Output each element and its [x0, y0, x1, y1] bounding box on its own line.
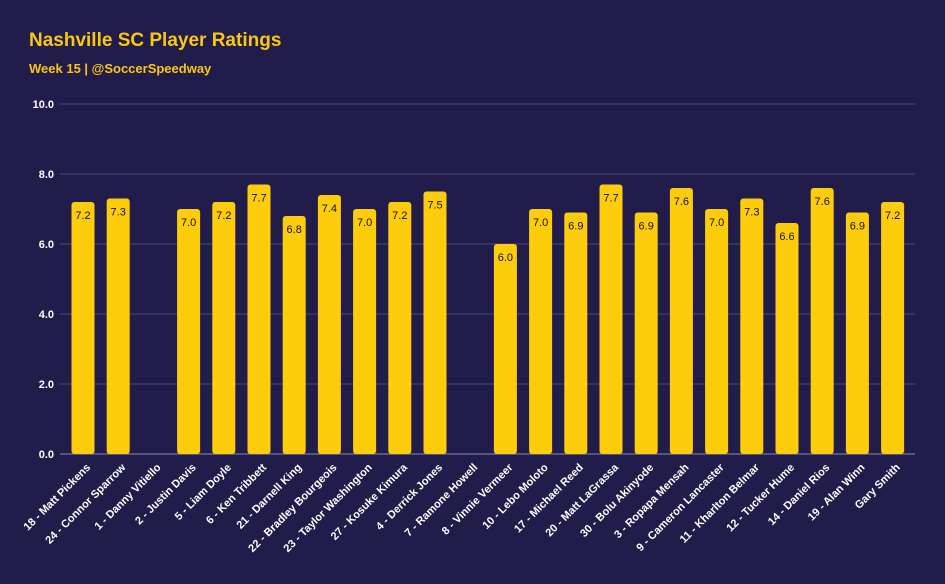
data-label: 7.2 — [392, 210, 407, 222]
chart-title: Nashville SC Player Ratings — [29, 30, 282, 51]
x-tick-label: 10 - Lebo Moloto — [480, 461, 550, 531]
y-tick-label: 10.0 — [33, 99, 54, 111]
bar — [212, 202, 236, 454]
data-label: 6.8 — [287, 224, 302, 236]
data-label: 7.6 — [674, 196, 689, 208]
grid-layer: 0.0 2.0 4.0 6.0 8.0 10.0 — [33, 99, 915, 461]
bar — [423, 191, 447, 454]
data-label: 7.2 — [216, 210, 231, 222]
bar — [71, 202, 95, 454]
x-tick-label: 2 - Justin Davis — [133, 462, 199, 528]
bar — [282, 216, 306, 454]
data-label: 7.7 — [603, 193, 618, 205]
bar — [247, 184, 271, 454]
x-tick-label: 4 - Derrick Jones — [374, 462, 445, 533]
data-label: 7.3 — [744, 207, 759, 219]
data-label: 6.0 — [498, 252, 513, 264]
data-label: 7.0 — [357, 217, 372, 229]
x-tick-label: 18 - Matt Pickens — [22, 462, 94, 534]
bar — [669, 188, 693, 454]
bar — [775, 223, 799, 454]
bar-layer — [71, 184, 905, 454]
x-tick-label: 21 - Darnell King — [234, 462, 304, 532]
chart-subtitle: Week 15 | @SoccerSpeedway — [29, 61, 212, 76]
bar — [740, 198, 764, 454]
data-label: 7.3 — [111, 207, 126, 219]
x-tick-label: 1 - Danny Vitiello — [93, 461, 164, 532]
y-tick-label: 8.0 — [39, 169, 54, 181]
y-tick-label: 6.0 — [39, 239, 54, 251]
data-label-layer: 7.2 7.3 7.0 7.2 7.7 6.8 7.4 7.0 7.2 7.5 6.0 7.0 6.9 7… — [75, 193, 900, 265]
data-label: 7.5 — [427, 200, 442, 212]
bar — [353, 209, 377, 454]
data-label: 6.9 — [568, 221, 583, 233]
y-tick-label: 0.0 — [39, 449, 54, 461]
data-label: 7.4 — [322, 203, 337, 215]
y-tick-label: 2.0 — [39, 379, 54, 391]
bar — [317, 195, 341, 454]
bar — [529, 209, 553, 454]
x-tick-label: 14 - Daniel Rios — [766, 462, 832, 528]
bar — [177, 209, 201, 454]
bar — [634, 212, 658, 454]
bar — [106, 198, 130, 454]
bar — [705, 209, 729, 454]
x-tick-label: 6 - Ken Tribbett — [204, 461, 269, 526]
bar — [564, 212, 588, 454]
bar — [810, 188, 834, 454]
data-label: 6.9 — [639, 221, 654, 233]
bar — [845, 212, 869, 454]
data-label: 6.6 — [779, 231, 794, 243]
data-label: 7.0 — [181, 217, 196, 229]
data-label: 7.2 — [885, 210, 900, 222]
bar — [599, 184, 623, 454]
data-label: 7.2 — [75, 210, 90, 222]
data-label: 7.0 — [533, 217, 548, 229]
bar — [493, 244, 517, 454]
data-label: 6.9 — [850, 221, 865, 233]
data-label: 7.6 — [815, 196, 830, 208]
data-label: 7.7 — [251, 193, 266, 205]
bar — [388, 202, 412, 454]
bar — [881, 202, 905, 454]
data-label: 7.0 — [709, 217, 724, 229]
y-tick-label: 4.0 — [39, 309, 54, 321]
